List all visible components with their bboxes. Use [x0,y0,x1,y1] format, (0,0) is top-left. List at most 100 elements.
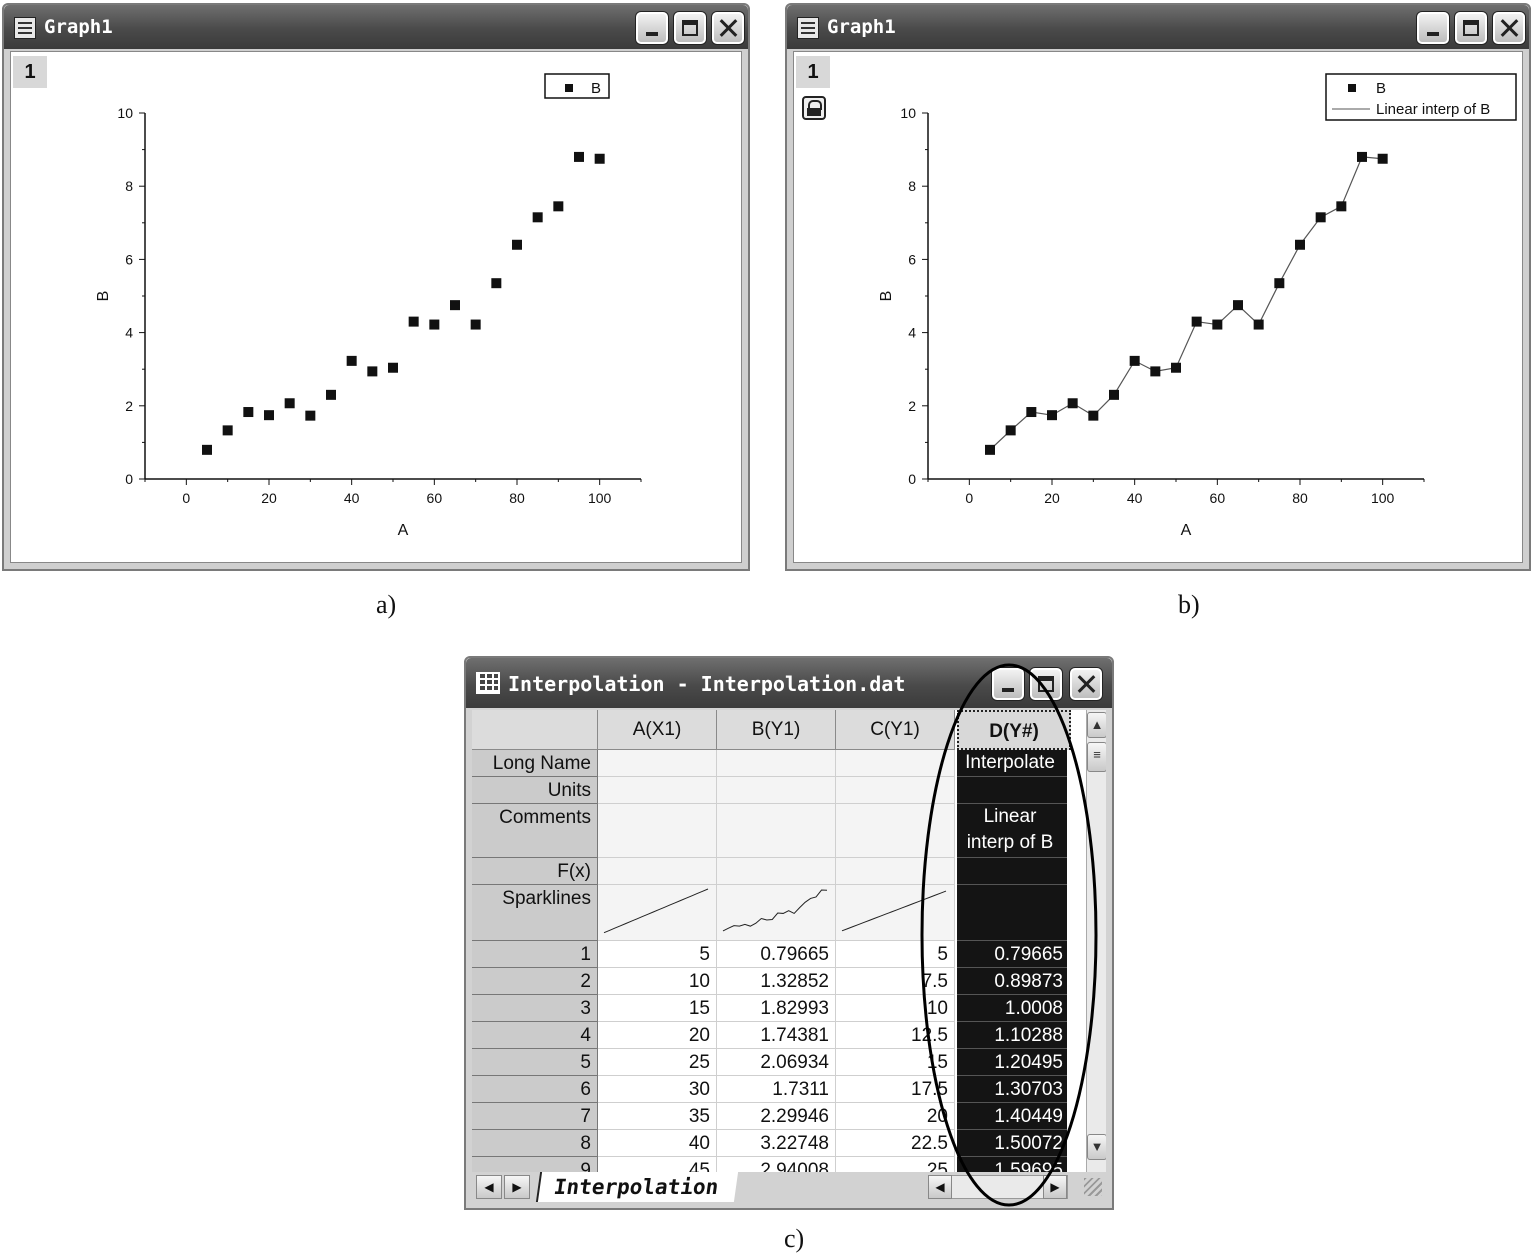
title-bar[interactable]: Graph1 [787,5,1529,49]
row-number[interactable]: 4 [472,1022,598,1049]
cell-a[interactable]: 5 [598,941,717,968]
cell-b[interactable]: 2.94008 [717,1157,836,1172]
cell-c[interactable]: 22.5 [836,1130,955,1157]
row-number[interactable]: 7 [472,1103,598,1130]
data-cell[interactable] [717,858,836,885]
cell-b[interactable]: 1.74381 [717,1022,836,1049]
cell-a[interactable]: 30 [598,1076,717,1103]
lock-icon[interactable] [802,96,826,120]
row-label[interactable]: Comments [472,804,598,858]
cell-d[interactable]: 1.40449 [957,1103,1067,1130]
close-icon[interactable] [712,12,744,44]
cell-a[interactable]: 35 [598,1103,717,1130]
column-header[interactable]: D(Y#) [957,710,1071,750]
data-cell[interactable] [836,858,955,885]
data-cell[interactable] [717,804,836,858]
cell-b[interactable]: 3.22748 [717,1130,836,1157]
cell-d[interactable]: 1.59695 [957,1157,1067,1172]
cell-c[interactable]: 10 [836,995,955,1022]
cell-b[interactable]: 2.06934 [717,1049,836,1076]
cell-a[interactable]: 25 [598,1049,717,1076]
minimize-icon[interactable] [1417,12,1449,44]
prev-sheet-icon[interactable]: ◀ [476,1175,502,1199]
column-header[interactable]: C(Y1) [836,710,955,750]
next-sheet-icon[interactable]: ▶ [504,1175,530,1199]
title-bar[interactable]: Graph1 [4,5,748,49]
cell-d[interactable]: 0.89873 [957,968,1067,995]
scroll-thumb[interactable]: ≡ [1087,742,1106,772]
data-cell[interactable] [598,885,717,941]
cell-a[interactable]: 10 [598,968,717,995]
cell-c[interactable]: 7.5 [836,968,955,995]
cell-b[interactable]: 2.29946 [717,1103,836,1130]
row-number[interactable]: 2 [472,968,598,995]
data-cell[interactable] [717,777,836,804]
cell-a[interactable]: 45 [598,1157,717,1172]
cell-d[interactable]: 1.20495 [957,1049,1067,1076]
data-cell[interactable] [598,858,717,885]
cell-d[interactable]: 1.30703 [957,1076,1067,1103]
title-bar[interactable]: Interpolation - Interpolation.dat [466,658,1112,708]
cell-c[interactable]: 25 [836,1157,955,1172]
d-column-cell[interactable] [957,777,1067,804]
d-column-cell[interactable]: Interpolate [957,750,1067,777]
cell-d[interactable]: 1.50072 [957,1130,1067,1157]
worksheet-grid[interactable]: ▲ ≡ ▼ A(X1) B(Y1) C(Y1) D(Y#) Long Name Inter… [472,710,1106,1172]
data-cell[interactable] [598,750,717,777]
cell-b[interactable]: 0.79665 [717,941,836,968]
close-icon[interactable] [1493,12,1525,44]
close-icon[interactable] [1070,668,1102,700]
corner-cell[interactable] [472,710,598,750]
data-point [1336,201,1347,212]
data-cell[interactable] [598,804,717,858]
cell-b[interactable]: 1.82993 [717,995,836,1022]
graph-page[interactable]: 1 0 20 40 60 80 100 0 2 4 6 8 10 A B B [10,51,742,563]
scroll-left-icon[interactable]: ◀ [928,1175,952,1199]
data-cell[interactable] [717,885,836,941]
row-label[interactable]: Sparklines [472,885,598,941]
plot-area[interactable]: 0 20 40 60 80 100 0 2 4 6 8 10 A B B Linear interp of B [794,52,1526,570]
sheet-tab-bar: ◀ ▶ Interpolation ◀ ▶ [472,1172,1106,1202]
row-label[interactable]: Units [472,777,598,804]
row-number[interactable]: 9 [472,1157,598,1172]
data-cell[interactable] [836,885,955,941]
cell-b[interactable]: 1.32852 [717,968,836,995]
cell-d[interactable]: 0.79665 [957,941,1067,968]
maximize-icon[interactable] [674,12,706,44]
data-cell[interactable] [598,777,717,804]
cell-a[interactable]: 15 [598,995,717,1022]
row-label[interactable]: F(x) [472,858,598,885]
row-number[interactable]: 5 [472,1049,598,1076]
row-number[interactable]: 3 [472,995,598,1022]
plot-area[interactable]: 0 20 40 60 80 100 0 2 4 6 8 10 A B B [11,52,745,570]
data-cell[interactable] [717,750,836,777]
d-column-cell[interactable] [957,885,1067,941]
resize-grip-icon[interactable] [1084,1178,1102,1196]
cell-b[interactable]: 1.7311 [717,1076,836,1103]
maximize-icon[interactable] [1455,12,1487,44]
layer-tab[interactable]: 1 [13,56,47,88]
d-column-cell[interactable]: Linear interp of B [957,804,1067,858]
data-cell[interactable] [836,750,955,777]
scroll-up-icon[interactable]: ▲ [1087,712,1106,738]
row-number[interactable]: 6 [472,1076,598,1103]
column-header[interactable]: A(X1) [598,710,717,750]
graph-page[interactable]: 1 0 20 40 60 80 100 0 2 4 6 8 10 A B B Linear interp of… [793,51,1523,563]
cell-c[interactable]: 5 [836,941,955,968]
cell-d[interactable]: 1.0008 [957,995,1067,1022]
maximize-icon[interactable] [1030,668,1062,700]
minimize-icon[interactable] [992,668,1024,700]
column-header[interactable]: B(Y1) [717,710,836,750]
cell-a[interactable]: 20 [598,1022,717,1049]
layer-tab[interactable]: 1 [796,56,830,88]
horizontal-scrollbar[interactable]: ◀ ▶ [928,1175,1068,1199]
d-column-cell[interactable] [957,858,1067,885]
cell-a[interactable]: 40 [598,1130,717,1157]
row-label[interactable]: Long Name [472,750,598,777]
scroll-down-icon[interactable]: ▼ [1087,1134,1106,1160]
cell-d[interactable]: 1.10288 [957,1022,1067,1049]
row-number[interactable]: 8 [472,1130,598,1157]
row-number[interactable]: 1 [472,941,598,968]
data-cell[interactable] [836,804,955,858]
minimize-icon[interactable] [636,12,668,44]
